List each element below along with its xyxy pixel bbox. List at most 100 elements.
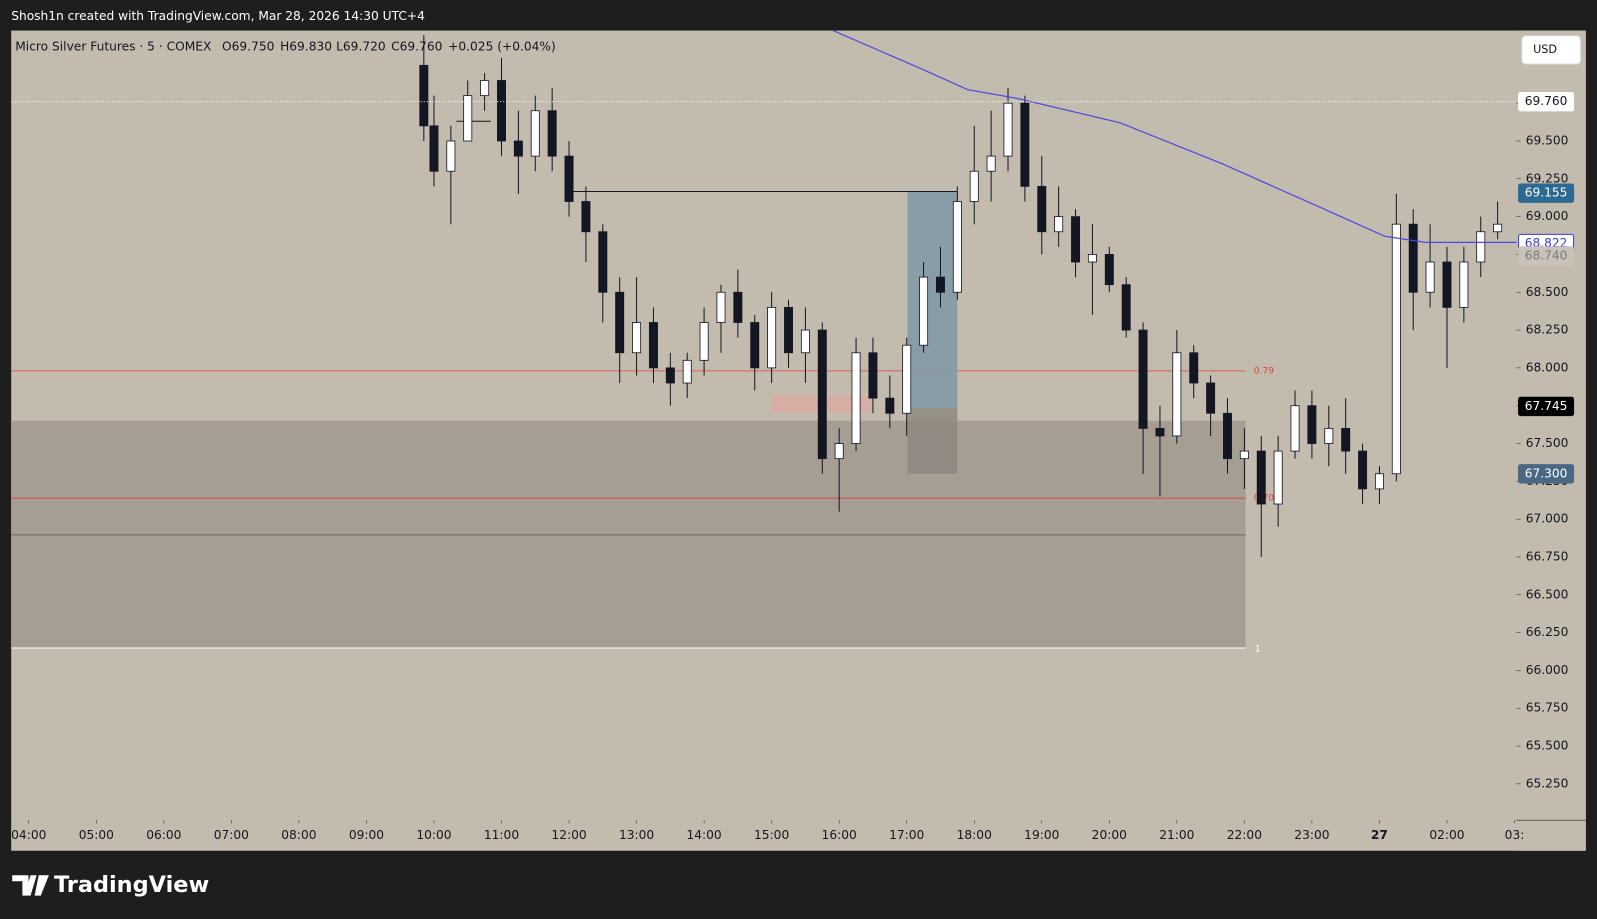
y-tick-label: 66.000 <box>1526 663 1569 677</box>
candle-body <box>986 155 996 172</box>
x-tick-label: 07:00 <box>214 828 249 842</box>
candle-body <box>1459 261 1469 308</box>
candle-body <box>1087 254 1097 263</box>
candle-body <box>1307 405 1317 444</box>
currency-label[interactable]: USD <box>1533 43 1557 56</box>
x-tick-label: 16:00 <box>822 828 857 842</box>
candle-body <box>530 110 540 157</box>
candle-body <box>648 322 658 369</box>
x-tick-label: 08:00 <box>281 828 316 842</box>
candle-body <box>429 125 439 172</box>
y-tick-label: 66.250 <box>1526 625 1569 639</box>
candle-body <box>1155 427 1165 437</box>
moving-average <box>832 30 1517 243</box>
candle-body <box>1054 216 1064 233</box>
candle-body <box>851 352 861 444</box>
candle-body <box>419 64 429 127</box>
fib-label: 0.79 <box>1254 365 1275 376</box>
candle-body <box>834 443 844 460</box>
candle-body <box>1189 352 1199 384</box>
x-tick-label: 03: <box>1505 828 1525 842</box>
x-tick-label: 23:00 <box>1294 828 1329 842</box>
x-tick-label: 13:00 <box>619 828 654 842</box>
candle-body <box>800 329 810 354</box>
candle-body <box>1476 231 1486 263</box>
x-tick-label: 15:00 <box>754 828 789 842</box>
x-tick-label: 04:00 <box>11 828 46 842</box>
candle-body <box>446 140 456 172</box>
candle-body <box>1071 216 1081 263</box>
candle-body <box>1037 185 1047 233</box>
y-tick-label: 68.500 <box>1526 285 1569 299</box>
x-tick-label: 19:00 <box>1024 828 1059 842</box>
candle-body <box>767 306 777 369</box>
candle-body <box>952 201 962 293</box>
price-tag <box>1518 183 1575 203</box>
legend-high: H69.830 <box>280 39 332 53</box>
candle-body <box>750 322 760 369</box>
candle-body <box>935 276 945 293</box>
header: Shosh1n created with TradingView.com, Ma… <box>11 9 425 23</box>
price-axis <box>1516 30 1586 851</box>
y-tick-label: 65.750 <box>1526 701 1569 715</box>
candle-body <box>885 397 895 414</box>
candle-body <box>699 322 709 361</box>
candle-body <box>1442 261 1452 308</box>
candle-body <box>480 80 490 97</box>
x-tick-label: 27 <box>1371 828 1388 842</box>
price-tag-label: 69.760 <box>1525 94 1568 108</box>
candle-body <box>919 276 929 346</box>
brand-logo <box>12 875 49 896</box>
price-tag-label: 69.155 <box>1525 186 1568 200</box>
candle-body <box>1121 284 1131 331</box>
x-tick-label: 09:00 <box>349 828 384 842</box>
currency-button[interactable] <box>1521 35 1582 65</box>
price-tag-label: 68.740 <box>1525 248 1568 262</box>
price-tag-label: 67.300 <box>1525 466 1568 480</box>
candle-body <box>1324 427 1334 444</box>
legend-open: O69.750 <box>222 39 274 53</box>
candle-body <box>1358 450 1368 490</box>
price-tag <box>1518 396 1575 417</box>
candle-body <box>868 352 878 399</box>
candle-body <box>1493 223 1503 233</box>
price-tag <box>1518 246 1575 266</box>
legend-low: L69.720 <box>336 39 386 53</box>
candle-body <box>463 95 473 142</box>
candle-body <box>817 329 827 460</box>
price-tag <box>1518 464 1575 484</box>
price-tag <box>1518 91 1575 112</box>
candle-body <box>1273 450 1283 505</box>
candle-body <box>564 155 574 202</box>
legend-close: C69.760 <box>391 39 442 53</box>
candle-body <box>547 110 557 157</box>
candle-body <box>581 201 591 233</box>
x-tick-label: 14:00 <box>686 828 721 842</box>
candle-body <box>1391 223 1401 475</box>
y-tick-label: 67.500 <box>1526 436 1569 450</box>
candle-body <box>784 306 794 354</box>
candle-body <box>1239 450 1249 460</box>
candle-body <box>682 359 692 384</box>
candle-body <box>1290 405 1300 452</box>
y-tick-label: 68.250 <box>1526 323 1569 337</box>
candle-body <box>1256 450 1266 505</box>
x-tick-label: 17:00 <box>889 828 924 842</box>
x-tick-label: 21:00 <box>1159 828 1194 842</box>
candle-body <box>733 291 743 323</box>
candle-body <box>1408 223 1418 293</box>
y-tick-label: 65.250 <box>1526 776 1569 790</box>
candle-body <box>513 140 523 157</box>
y-tick-label: 65.500 <box>1526 739 1569 753</box>
y-tick-label: 69.250 <box>1526 171 1569 185</box>
candle-body <box>497 80 506 142</box>
y-tick-label: 66.750 <box>1526 549 1569 563</box>
position-stop <box>907 407 958 474</box>
x-tick-label: 10:00 <box>416 828 451 842</box>
candle-body <box>615 291 625 354</box>
x-tick-label: 20:00 <box>1092 828 1127 842</box>
x-tick-label: 11:00 <box>484 828 519 842</box>
price-tag-label: 67.745 <box>1525 399 1568 413</box>
